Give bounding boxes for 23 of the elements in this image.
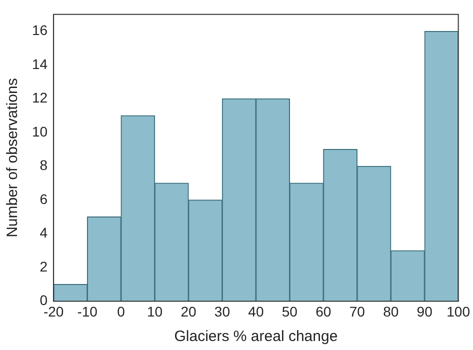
x-tick-label: 90	[416, 303, 433, 320]
x-tick-label: 80	[383, 303, 399, 320]
y-axis-title: Number of observations	[4, 78, 22, 238]
x-tick-label: 20	[180, 303, 196, 320]
x-tick-label: 30	[214, 303, 230, 320]
x-tick-label: 70	[349, 303, 366, 320]
x-tick-label: 0	[117, 303, 126, 320]
x-tick-label: 50	[282, 303, 298, 320]
y-tick-label: 2	[40, 258, 48, 274]
x-tick-label: -10	[77, 303, 98, 320]
x-tick-label: 60	[316, 303, 332, 320]
y-tick-label: 4	[40, 224, 48, 241]
y-tick-label: 16	[32, 22, 48, 38]
x-tick-label: 100	[446, 303, 470, 320]
y-tick-label: 8	[40, 157, 48, 174]
x-tick-label: 10	[146, 303, 163, 320]
y-tick-label: 0	[40, 292, 48, 308]
y-tick-label: 12	[32, 90, 48, 106]
y-tick-label: 6	[40, 190, 48, 207]
y-tick-label: 14	[32, 56, 48, 72]
x-tick-label: 40	[248, 303, 264, 320]
y-tick-label: 10	[32, 123, 48, 140]
x-axis-title: Glaciers % areal change	[174, 328, 338, 346]
